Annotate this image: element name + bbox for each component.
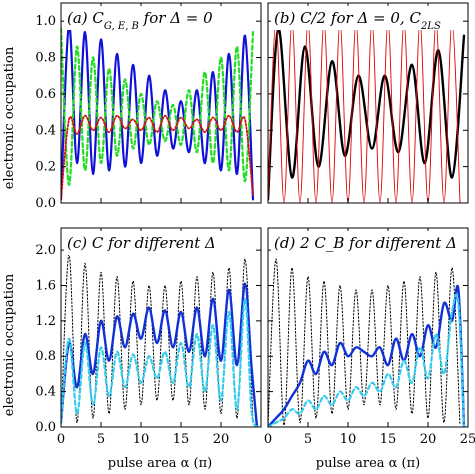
series-line-c-2 (61, 297, 259, 427)
plot-frame (60, 227, 262, 428)
xtick-label: 10 (133, 432, 150, 447)
panel-title: (a) CG, E, B​ for Δ = 0 (67, 9, 213, 32)
ytick-label: 1.0 (35, 14, 56, 29)
xlabel-right: pulse area α (π) (316, 456, 421, 471)
xlabel-left: pulse area α (π) (108, 456, 213, 471)
series-line-c-0 (61, 253, 254, 427)
ytick-label: 0.0 (35, 196, 56, 211)
panel-b: (b) C/2 for Δ = 0, C2LS​ (267, 2, 469, 204)
ytick-label: 1.2 (35, 314, 56, 329)
title-background (64, 6, 244, 30)
ytick-label: 0.8 (35, 349, 56, 364)
ytick-label: 1.6 (35, 278, 56, 293)
series-line-b-0 (268, 27, 466, 201)
xtick-label: 10 (340, 432, 357, 447)
xtick-label: 0 (57, 432, 65, 447)
ytick-label: 2.0 (35, 243, 56, 258)
plot-frame (267, 2, 469, 204)
panel-title: (d) 2 C_B for different Δ (274, 234, 457, 252)
xtick-label: 20 (213, 432, 230, 447)
xtick-label: 15 (380, 432, 397, 447)
title-background (271, 231, 459, 255)
ylabel-top: electronic occupation (2, 46, 17, 189)
panel-title: (b) C/2 for Δ = 0, C2LS​ (274, 9, 441, 32)
ytick-label: 0.0 (35, 420, 56, 435)
series-line-a-1 (61, 27, 255, 186)
ylabel-bottom: electronic occupation (2, 273, 17, 416)
xtick-label: 15 (173, 432, 190, 447)
xtick-label: 0 (264, 432, 272, 447)
series-line-d-2 (268, 293, 466, 427)
ytick-label: 0.2 (35, 160, 56, 175)
panel-d: 0 5 10 15 20 25 (d) 2 C_B for different Δ (264, 227, 475, 447)
ytick-label: 0.6 (35, 87, 56, 102)
series-line-c-1 (61, 282, 259, 427)
ytick-label: 0.4 (35, 123, 56, 138)
panel-title: (c) C for different Δ (67, 234, 216, 252)
ytick-label: 0.8 (35, 51, 56, 66)
xtick-label: 25 (460, 432, 475, 447)
xtick-label: 5 (97, 432, 105, 447)
xtick-label: 20 (420, 432, 437, 447)
plot-frame (267, 227, 469, 428)
panel-c: 0.0 0.4 0.8 1.2 1.6 2.0 0 5 10 15 20 (c) C for diff… (35, 227, 262, 447)
series-line-d-1 (268, 285, 466, 427)
xtick-label: 5 (304, 432, 312, 447)
series-line-a-2 (61, 114, 254, 201)
series-line-a-0 (61, 23, 255, 201)
title-background (64, 231, 252, 255)
title-background (271, 6, 463, 30)
plot-frame (60, 2, 262, 204)
ytick-label: 0.4 (35, 385, 56, 400)
panel-a: 0.0 0.2 0.4 0.6 0.8 1.0 (a) CG, E, B​ for Δ = … (35, 2, 262, 211)
series-line-d-0 (268, 258, 461, 427)
